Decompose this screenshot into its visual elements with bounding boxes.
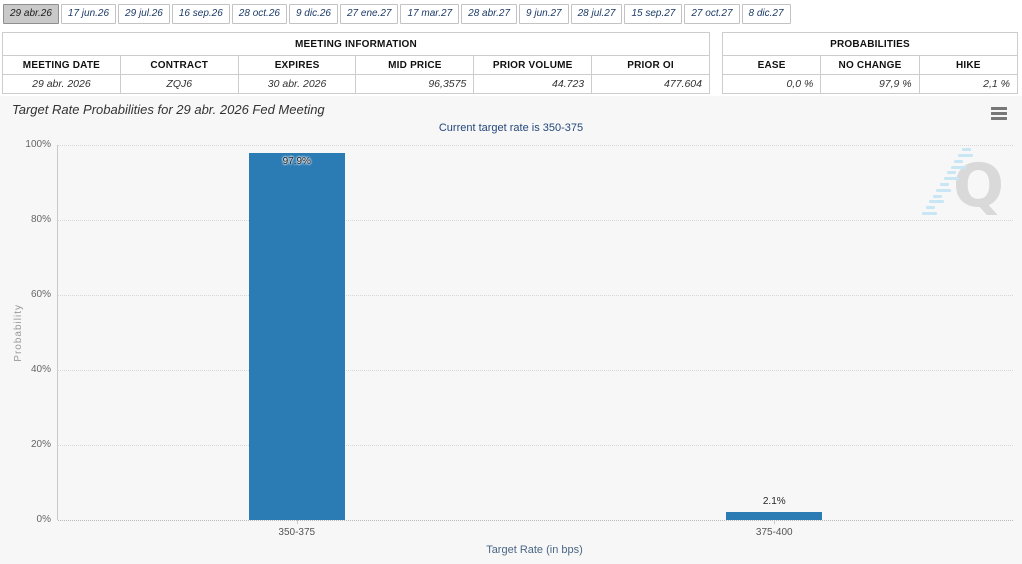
gridline-100 bbox=[58, 145, 1013, 146]
tab-17-mar-27[interactable]: 17 mar.27 bbox=[400, 4, 460, 24]
x-tick-label-375-400: 375-400 bbox=[755, 527, 793, 538]
meeting-header-row: MEETING DATE CONTRACT EXPIRES MID PRICE PRIO… bbox=[2, 55, 710, 75]
watermark-dash bbox=[932, 194, 942, 198]
y-axis-title-wrap: Probability bbox=[10, 145, 26, 520]
quikstrike-watermark: Q bbox=[920, 142, 1006, 232]
hamburger-icon bbox=[991, 117, 1007, 120]
y-tick-label: 80% bbox=[30, 214, 51, 225]
tab-15-sep-27[interactable]: 15 sep.27 bbox=[624, 4, 683, 24]
tab-29-abr-26[interactable]: 29 abr.26 bbox=[3, 4, 59, 24]
probabilities-title: PROBABILITIES bbox=[722, 32, 1018, 56]
gridline-40 bbox=[58, 370, 1013, 371]
gridline-80 bbox=[58, 220, 1013, 221]
tab-28-abr-27[interactable]: 28 abr.27 bbox=[461, 4, 518, 24]
y-tick-label: 0% bbox=[36, 514, 51, 525]
meeting-col-expires: EXPIRES bbox=[237, 55, 357, 75]
y-tick-label: 20% bbox=[30, 439, 51, 450]
gridline-0 bbox=[58, 520, 1013, 521]
watermark-dash bbox=[947, 171, 957, 175]
bar-value-label: 97.9% bbox=[282, 155, 311, 167]
watermark-dash bbox=[929, 200, 945, 204]
tab-27-oct-27[interactable]: 27 oct.27 bbox=[684, 4, 740, 24]
meeting-value-expires: 30 abr. 2026 bbox=[237, 74, 357, 94]
hamburger-icon bbox=[991, 107, 1007, 110]
probabilities-value-ease: 0,0 % bbox=[721, 74, 822, 94]
watermark-dash bbox=[936, 188, 952, 192]
bar-375-400 bbox=[726, 512, 823, 520]
meeting-value-prior-volume: 44.723 bbox=[473, 74, 593, 94]
watermark-dash bbox=[940, 183, 949, 186]
watermark-dash bbox=[950, 165, 966, 169]
watermark-dash bbox=[925, 206, 935, 210]
x-axis-title: Target Rate (in bps) bbox=[486, 544, 583, 556]
meeting-value-mid-price: 96,3575 bbox=[355, 74, 475, 94]
meeting-title-row: MEETING INFORMATION bbox=[2, 32, 710, 56]
tab-16-sep-26[interactable]: 16 sep.26 bbox=[171, 4, 230, 24]
meeting-date-tabs: 29 abr.26 17 jun.26 29 jul.26 16 sep.26 28 o… bbox=[3, 3, 793, 24]
probabilities-col-hike: HIKE bbox=[918, 55, 1019, 75]
meeting-value-meeting-date: 29 abr. 2026 bbox=[2, 74, 121, 94]
meeting-value-row: 29 abr. 2026 ZQJ6 30 abr. 2026 96,3575 44.72… bbox=[2, 74, 710, 94]
bar-value-label: 2.1% bbox=[762, 496, 786, 508]
watermark-dash bbox=[922, 212, 937, 215]
meeting-value-contract: ZQJ6 bbox=[119, 74, 239, 94]
y-tick-label: 100% bbox=[25, 139, 51, 150]
probabilities-col-ease: EASE bbox=[721, 55, 822, 75]
tab-29-jul-26[interactable]: 29 jul.26 bbox=[118, 4, 170, 24]
plot-area: 97.9% 350-375 2.1% 375-400 bbox=[57, 145, 1013, 538]
tab-27-ene-27[interactable]: 27 ene.27 bbox=[339, 4, 399, 24]
tab-28-oct-26[interactable]: 28 oct.26 bbox=[231, 4, 287, 24]
probabilities-value-hike: 2,1 % bbox=[918, 74, 1019, 94]
tab-8-dic-27[interactable]: 8 dic.27 bbox=[741, 4, 791, 24]
bar-350-375 bbox=[248, 152, 345, 520]
meeting-col-contract: CONTRACT bbox=[119, 55, 239, 75]
meeting-col-prior-oi: PRIOR OI bbox=[591, 55, 710, 75]
meeting-col-meeting-date: MEETING DATE bbox=[2, 55, 121, 75]
watermark-dash bbox=[961, 148, 971, 152]
chart-context-menu-button[interactable] bbox=[988, 104, 1010, 125]
y-axis-title: Probability bbox=[12, 303, 24, 362]
tab-9-jun-27[interactable]: 9 jun.27 bbox=[519, 4, 569, 24]
gridline-60 bbox=[58, 295, 1013, 296]
meeting-col-prior-volume: PRIOR VOLUME bbox=[473, 55, 593, 75]
watermark-dash bbox=[943, 177, 959, 181]
gridline-20 bbox=[58, 445, 1013, 446]
tab-28-jul-27[interactable]: 28 jul.27 bbox=[570, 4, 623, 24]
probabilities-col-no-change: NO CHANGE bbox=[820, 55, 920, 75]
chart-subtitle: Current target rate is 350-375 bbox=[438, 122, 584, 134]
chart-title: Target Rate Probabilities for 29 abr. 20… bbox=[12, 102, 325, 117]
meeting-col-mid-price: MID PRICE bbox=[355, 55, 475, 75]
meeting-title: MEETING INFORMATION bbox=[2, 32, 710, 56]
tab-9-dic-26[interactable]: 9 dic.26 bbox=[288, 4, 338, 24]
probabilities-value-row: 0,0 % 97,9 % 2,1 % bbox=[721, 74, 1019, 94]
x-axis-tick bbox=[774, 520, 776, 524]
watermark-dash bbox=[958, 154, 973, 157]
chart-panel: Target Rate Probabilities for 29 abr. 20… bbox=[0, 96, 1022, 564]
x-axis-tick bbox=[296, 520, 298, 524]
probabilities-value-no-change: 97,9 % bbox=[820, 74, 920, 94]
probabilities-title-row: PROBABILITIES bbox=[722, 32, 1018, 56]
x-tick-label-350-375: 350-375 bbox=[278, 527, 316, 538]
probabilities-header-row: EASE NO CHANGE HIKE bbox=[721, 55, 1019, 75]
y-tick-label: 40% bbox=[30, 364, 51, 375]
probabilities-table: PROBABILITIES EASE NO CHANGE HIKE 0,0 % 97,9 … bbox=[721, 32, 1019, 94]
meeting-information-table: MEETING INFORMATION MEETING DATE CONTRACT E… bbox=[2, 32, 710, 94]
y-tick-label: 60% bbox=[30, 289, 51, 300]
hamburger-icon bbox=[991, 112, 1007, 115]
tab-17-jun-26[interactable]: 17 jun.26 bbox=[60, 4, 117, 24]
watermark-dash bbox=[954, 159, 964, 163]
meeting-value-prior-oi: 477.604 bbox=[591, 74, 710, 94]
